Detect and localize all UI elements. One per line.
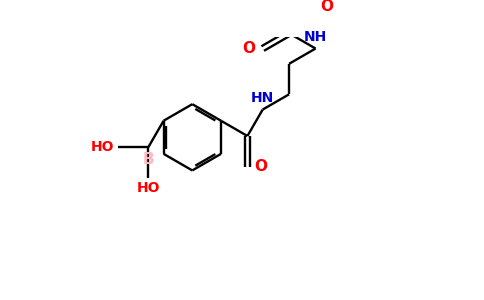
Text: O: O	[255, 159, 267, 174]
Text: HO: HO	[136, 181, 160, 195]
Text: NH: NH	[304, 30, 327, 44]
Text: HO: HO	[91, 140, 114, 154]
Text: B: B	[142, 152, 154, 167]
Text: HN: HN	[251, 91, 274, 105]
Text: O: O	[242, 41, 256, 56]
Text: O: O	[320, 0, 333, 14]
